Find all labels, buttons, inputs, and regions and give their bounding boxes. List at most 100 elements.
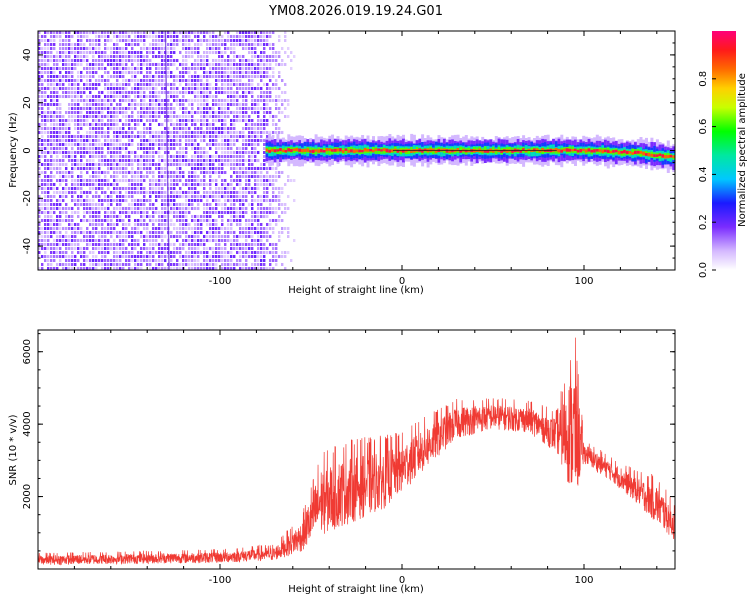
noise-cell [233,123,236,126]
noise-cell [122,123,125,126]
noise-cell [158,123,161,126]
noise-cell [104,227,107,230]
noise-cell [56,255,59,258]
noise-cell [38,47,41,50]
noise-cell [263,39,266,42]
noise-cell [245,87,248,90]
signal-cell [604,149,607,153]
noise-cell [122,115,125,118]
noise-cell [80,227,83,230]
noise-cell [80,127,83,130]
noise-cell [227,131,230,134]
noise-cell [197,99,200,102]
noise-cell [185,143,188,146]
noise-cell [203,263,206,266]
noise-cell [89,39,92,42]
noise-cell [227,103,230,106]
noise-cell [143,235,146,238]
signal-cell [377,148,381,151]
noise-cell [227,107,230,110]
noise-cell [77,207,80,210]
noise-cell [233,135,236,138]
noise-cell [110,243,113,246]
noise-cell [263,175,266,178]
signal-cell [612,150,616,153]
noise-cell [191,75,194,78]
noise-cell [251,267,254,270]
noise-cell [287,251,290,254]
noise-cell [53,247,56,250]
noise-cell [98,59,101,62]
noise-cell [80,155,83,158]
noise-cell [47,151,50,154]
noise-cell [254,263,257,266]
noise-cell [56,235,59,238]
noise-cell [89,99,92,102]
noise-cell [59,87,62,90]
noise-cell [95,243,98,246]
noise-cell [122,135,125,138]
noise-cell [260,183,263,186]
noise-cell [158,111,161,114]
noise-cell [137,111,140,114]
noise-cell [197,147,200,150]
noise-cell [113,75,116,78]
noise-cell [221,143,224,146]
noise-cell [44,123,47,126]
noise-cell [128,163,131,166]
noise-cell [104,215,107,218]
noise-cell [185,71,188,74]
noise-cell [230,151,233,154]
noise-cell [179,91,182,94]
noise-cell [254,107,257,110]
noise-cell [227,263,230,266]
noise-cell [80,43,83,46]
noise-cell [68,63,71,66]
noise-cell [83,55,86,58]
noise-cell [194,71,197,74]
noise-cell [77,227,80,230]
noise-cell [110,91,113,94]
noise-cell [143,163,146,166]
noise-cell [218,155,221,158]
noise-cell [191,183,194,186]
noise-cell [125,51,128,54]
noise-cell [71,267,74,270]
noise-cell [185,195,188,198]
noise-cell [221,63,224,66]
noise-cell [140,211,143,214]
noise-cell [41,231,44,234]
signal-cell [595,149,599,152]
noise-cell [206,131,209,134]
noise-cell [209,167,212,170]
noise-cell [164,107,167,110]
noise-cell [203,255,206,258]
noise-cell [92,159,95,162]
noise-cell [218,147,221,150]
noise-cell [110,55,113,58]
noise-cell [71,163,74,166]
noise-cell [152,187,155,190]
noise-cell [65,111,68,114]
noise-cell [230,43,233,46]
noise-cell [275,123,278,126]
noise-cell [110,115,113,118]
noise-cell [245,35,248,38]
noise-cell [155,187,158,190]
noise-cell [107,195,110,198]
noise-cell [107,131,110,134]
noise-cell [137,175,140,178]
signal-cell [522,148,526,151]
noise-cell [62,39,65,42]
noise-cell [65,75,68,78]
noise-cell [104,39,107,42]
noise-cell [152,87,155,90]
noise-cell [128,155,131,158]
noise-cell [275,167,278,170]
noise-cell [65,147,68,150]
noise-cell [170,51,173,54]
noise-cell [137,123,140,126]
noise-cell [218,175,221,178]
noise-cell [110,219,113,222]
noise-cell [230,219,233,222]
